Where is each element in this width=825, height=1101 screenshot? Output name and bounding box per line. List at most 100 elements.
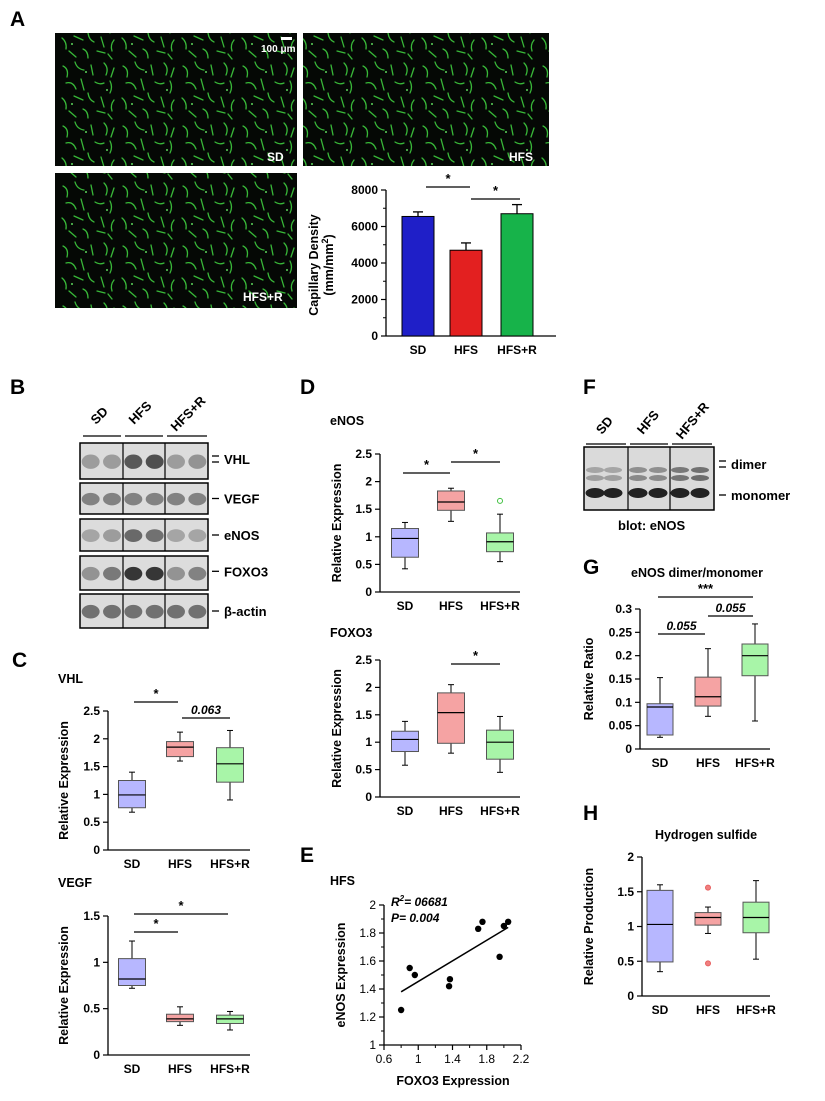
blot-f-dimer-band [671, 475, 689, 481]
y-tick-label: 1 [93, 787, 100, 801]
p-value-label: P= 0.004 [391, 911, 440, 925]
y-tick-label: 1.4 [359, 982, 376, 996]
blot-b-row-actin-band [188, 604, 207, 619]
y-tick-label: 1.2 [359, 1010, 376, 1024]
y-tick-label: 1.5 [83, 760, 100, 774]
y-tick-label: 2000 [351, 293, 378, 307]
significance-label: * [153, 686, 159, 701]
blot-b-row-actin-frame [79, 593, 209, 629]
chart-title: FOXO3 [330, 626, 372, 640]
x-tick-label: HFS+R [480, 599, 520, 613]
blot-b-row-vegf-band [81, 492, 100, 506]
scatter-point [411, 971, 419, 979]
r-squared-label: R2= 06681 [391, 894, 448, 909]
band-label-3: FOXO3 [224, 564, 268, 579]
y-axis-label: Relative Expression [57, 721, 71, 840]
blot-f-monomer-band [603, 488, 623, 498]
scale-bar [281, 37, 292, 40]
blot-b-row-actin-band [167, 604, 185, 619]
blot-b-row-foxo3-frame [79, 555, 209, 591]
blot-b-row-vegf-band [124, 492, 143, 506]
panel-label-b: B [10, 376, 25, 399]
blot-b-row-vhl-band [167, 454, 185, 469]
blot-f-monomer-band [670, 488, 690, 498]
significance-label: *** [698, 581, 714, 596]
blot-b-row-vhl-band [124, 454, 143, 469]
y-tick-label: 0 [365, 585, 372, 599]
y-tick-label: 0.5 [355, 763, 372, 777]
blot-b-row-enos-band [167, 529, 185, 543]
chart-title: VHL [58, 672, 83, 686]
blot-b-row-actin-band [81, 604, 100, 619]
chart-title: Hydrogen sulfide [655, 828, 757, 842]
blot-f-dimer-band [586, 475, 604, 481]
significance-label: 0.055 [715, 601, 745, 615]
f-lane-label-hfs: HFS [634, 407, 662, 437]
x-tick-label: HFS+R [736, 1003, 776, 1017]
blot-f-dimer-band [691, 467, 709, 473]
f-lane-label-hfsr: HFS+R [673, 399, 713, 442]
box-hfs [166, 741, 194, 758]
y-axis-label: Relative Expression [330, 464, 344, 583]
x-tick-label: HFS [439, 804, 463, 818]
blot-b-row-vegf-band [145, 492, 164, 506]
y-tick-label: 0.5 [617, 954, 634, 968]
box-hfsr [741, 643, 769, 677]
blot-f-monomer-band [628, 488, 648, 498]
blot-b-row-foxo3-band [124, 566, 143, 581]
scatter-point [479, 918, 486, 925]
y-tick-label: 1.5 [355, 502, 372, 516]
y-tick-label: 2 [627, 850, 634, 864]
significance-label: * [424, 457, 430, 472]
blot-b-row-actin-band [145, 604, 164, 619]
chart-d-foxo3: 0 0.5 1 1.5 2 2.5 SD HFS HFS+R * FOXO3 Relative Exp… [330, 626, 520, 818]
x-tick-label: HFS+R [210, 857, 250, 871]
x-axis-label: FOXO3 Expression [396, 1074, 509, 1088]
blot-b-row-enos-band [81, 529, 100, 543]
x-tick-label: HFS [696, 1003, 720, 1017]
blot-b-row-vegf-frame [79, 482, 209, 515]
significance-label: 0.055 [666, 619, 696, 633]
y-tick-label: 0 [365, 790, 372, 804]
band-label-4: β-actin [224, 604, 267, 619]
blot-b-row-vegf-band [188, 492, 207, 506]
lane-label-hfsr: HFS+R [168, 393, 209, 434]
band-label-2: eNOS [224, 528, 260, 543]
panel-label-f: F [583, 376, 596, 399]
blot-b-row-vhl-band [103, 454, 121, 469]
significance-label: * [493, 183, 499, 198]
y-tick-label: 0.05 [609, 719, 633, 733]
y-tick-label: 0.5 [355, 557, 372, 571]
y-tick-label: 1 [365, 735, 372, 749]
significance-label: * [473, 446, 479, 461]
micrograph-sd: 100 μm SD [55, 33, 297, 166]
f-lane-label-sd: SD [593, 413, 616, 436]
y-tick-label: 2.5 [355, 653, 372, 667]
y-tick-label: 0.2 [615, 649, 632, 663]
y-tick-label: 1.6 [359, 954, 376, 968]
x-tick-label: 0.6 [376, 1052, 393, 1066]
blot-f-monomer-band [585, 488, 605, 498]
box-sd [118, 958, 146, 986]
y-tick-label: 0.15 [609, 672, 633, 686]
panel-label-g: G [583, 556, 599, 579]
y-tick-label: 2 [365, 680, 372, 694]
band-label-monomer: monomer [731, 488, 790, 503]
y-axis-label: Relative Expression [330, 669, 344, 788]
y-tick-label: 0 [93, 843, 100, 857]
scatter-point [504, 918, 512, 925]
x-tick-label: SD [124, 1062, 141, 1076]
box-hfs [437, 692, 465, 744]
y-tick-label: 0.3 [615, 602, 632, 616]
x-tick-label: 1 [415, 1052, 422, 1066]
box-sd [646, 889, 674, 963]
blot-f-dimer-band [629, 475, 647, 481]
blot-b-row-vhl-band [145, 454, 164, 469]
x-tick-label: HFS+R [735, 756, 775, 770]
y-tick-label: 1 [627, 920, 634, 934]
blot-b-row-enos-band [188, 529, 207, 543]
x-tick-label: HFS [439, 599, 463, 613]
y-tick-label: 0.1 [615, 695, 632, 709]
scatter-point [446, 976, 454, 983]
chart-title: VEGF [58, 876, 92, 890]
